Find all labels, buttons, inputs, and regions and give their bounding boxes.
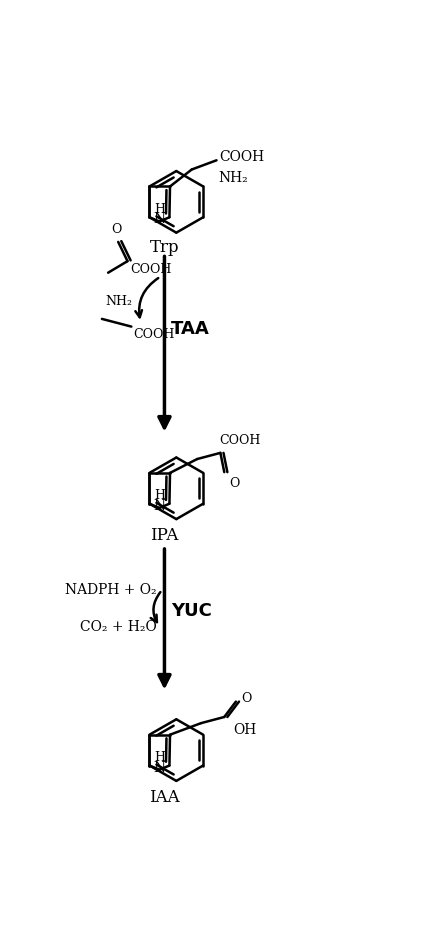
Text: Trp: Trp bbox=[149, 240, 179, 256]
Text: NADPH + O₂: NADPH + O₂ bbox=[65, 583, 157, 597]
Text: H: H bbox=[154, 751, 165, 764]
Text: YUC: YUC bbox=[170, 602, 211, 621]
Text: COOH: COOH bbox=[133, 328, 175, 341]
Text: O: O bbox=[241, 692, 251, 705]
Text: COOH: COOH bbox=[130, 264, 172, 277]
Text: O: O bbox=[111, 223, 122, 236]
Text: NH₂: NH₂ bbox=[218, 171, 247, 185]
Text: COOH: COOH bbox=[219, 150, 264, 165]
Text: NH₂: NH₂ bbox=[105, 295, 132, 308]
Text: H: H bbox=[154, 489, 165, 502]
Text: O: O bbox=[229, 476, 240, 489]
Text: N: N bbox=[153, 499, 165, 512]
Text: TAA: TAA bbox=[170, 319, 209, 338]
Text: N: N bbox=[153, 212, 165, 227]
Text: CO₂ + H₂O: CO₂ + H₂O bbox=[80, 620, 157, 634]
Text: COOH: COOH bbox=[218, 434, 260, 447]
Text: OH: OH bbox=[233, 723, 256, 737]
Text: H: H bbox=[154, 203, 165, 216]
Text: IPA: IPA bbox=[150, 527, 178, 544]
Text: N: N bbox=[153, 760, 165, 774]
Text: IAA: IAA bbox=[149, 789, 179, 806]
